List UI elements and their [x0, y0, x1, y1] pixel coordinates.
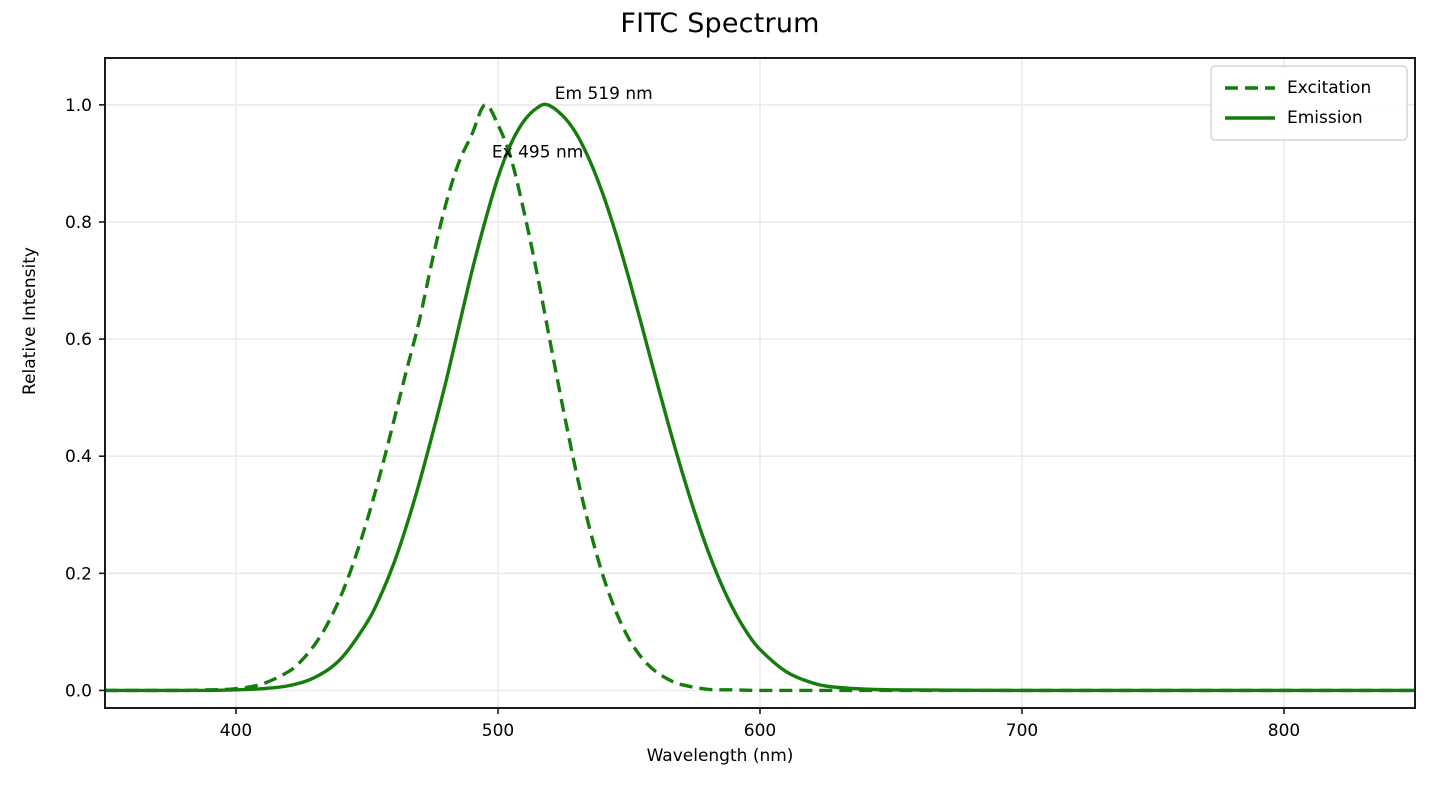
x-tick-label: 700 [1006, 721, 1038, 741]
legend-box[interactable] [1210, 65, 1408, 141]
legend-label-excitation[interactable]: Excitation [1287, 78, 1371, 98]
y-tick-label: 0.6 [65, 330, 92, 350]
y-tick-label: 0.8 [65, 213, 92, 233]
y-tick-label: 0.0 [65, 681, 92, 701]
data-curves [105, 102, 1415, 693]
legend[interactable]: Excitation Emission [1210, 65, 1408, 141]
chart-title: FITC Spectrum [620, 8, 820, 39]
x-tick-label: 600 [744, 721, 776, 741]
x-tick-label: 500 [482, 721, 514, 741]
x-tick-label: 800 [1268, 721, 1300, 741]
series-emission-curve [105, 102, 1415, 693]
series-excitation-curve [105, 103, 1415, 693]
x-tick-label: 400 [220, 721, 252, 741]
x-axis-label: Wavelength (nm) [646, 746, 794, 766]
y-tick-label: 0.2 [65, 564, 92, 584]
gridlines [105, 58, 1415, 708]
axis-ticks: 400 500 600 700 800 0.0 0.2 0.4 0.6 0.8 1.0 [65, 96, 1300, 741]
legend-label-emission[interactable]: Emission [1287, 108, 1363, 128]
y-tick-label: 1.0 [65, 96, 92, 116]
y-tick-label: 0.4 [65, 447, 92, 467]
annotations: Ex 495 nm Em 519 nm [492, 84, 653, 163]
excitation-peak-annotation: Ex 495 nm [492, 142, 583, 162]
emission-peak-annotation: Em 519 nm [555, 84, 653, 104]
